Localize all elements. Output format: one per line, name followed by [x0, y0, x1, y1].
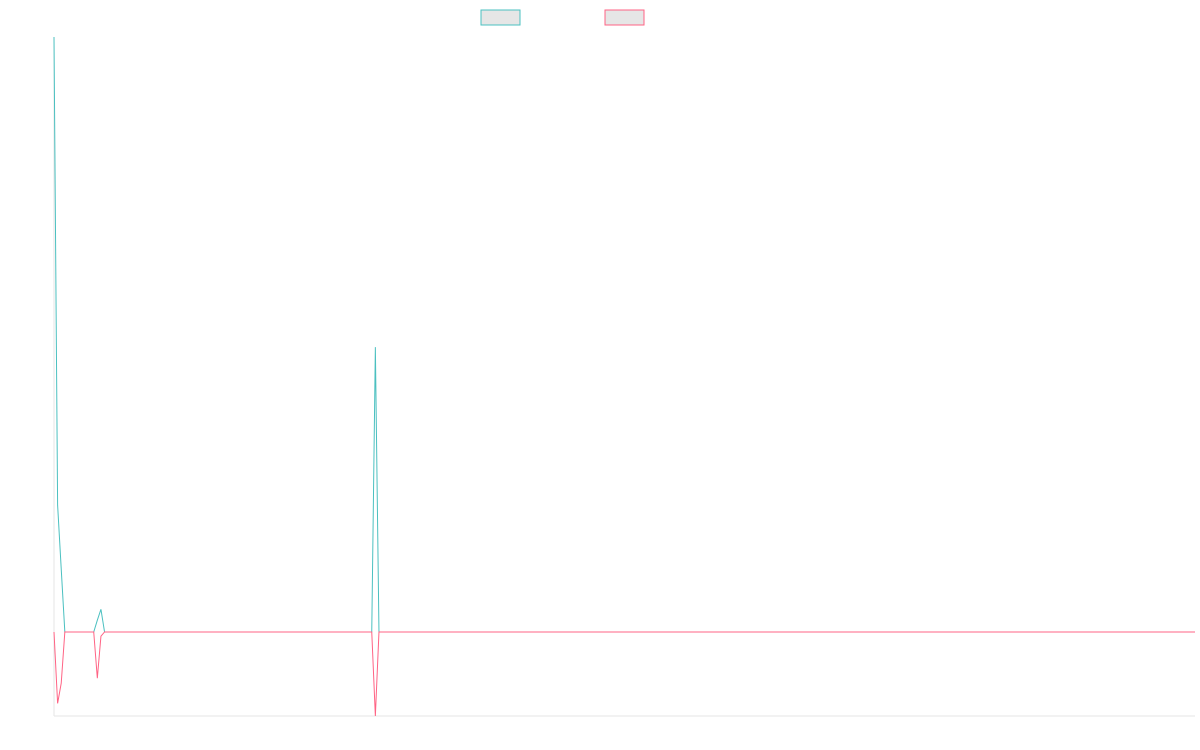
legend-swatch[interactable] — [604, 9, 645, 26]
series-line — [53, 631, 1195, 717]
series-line — [53, 36, 1195, 633]
legend-swatch[interactable] — [480, 9, 521, 26]
